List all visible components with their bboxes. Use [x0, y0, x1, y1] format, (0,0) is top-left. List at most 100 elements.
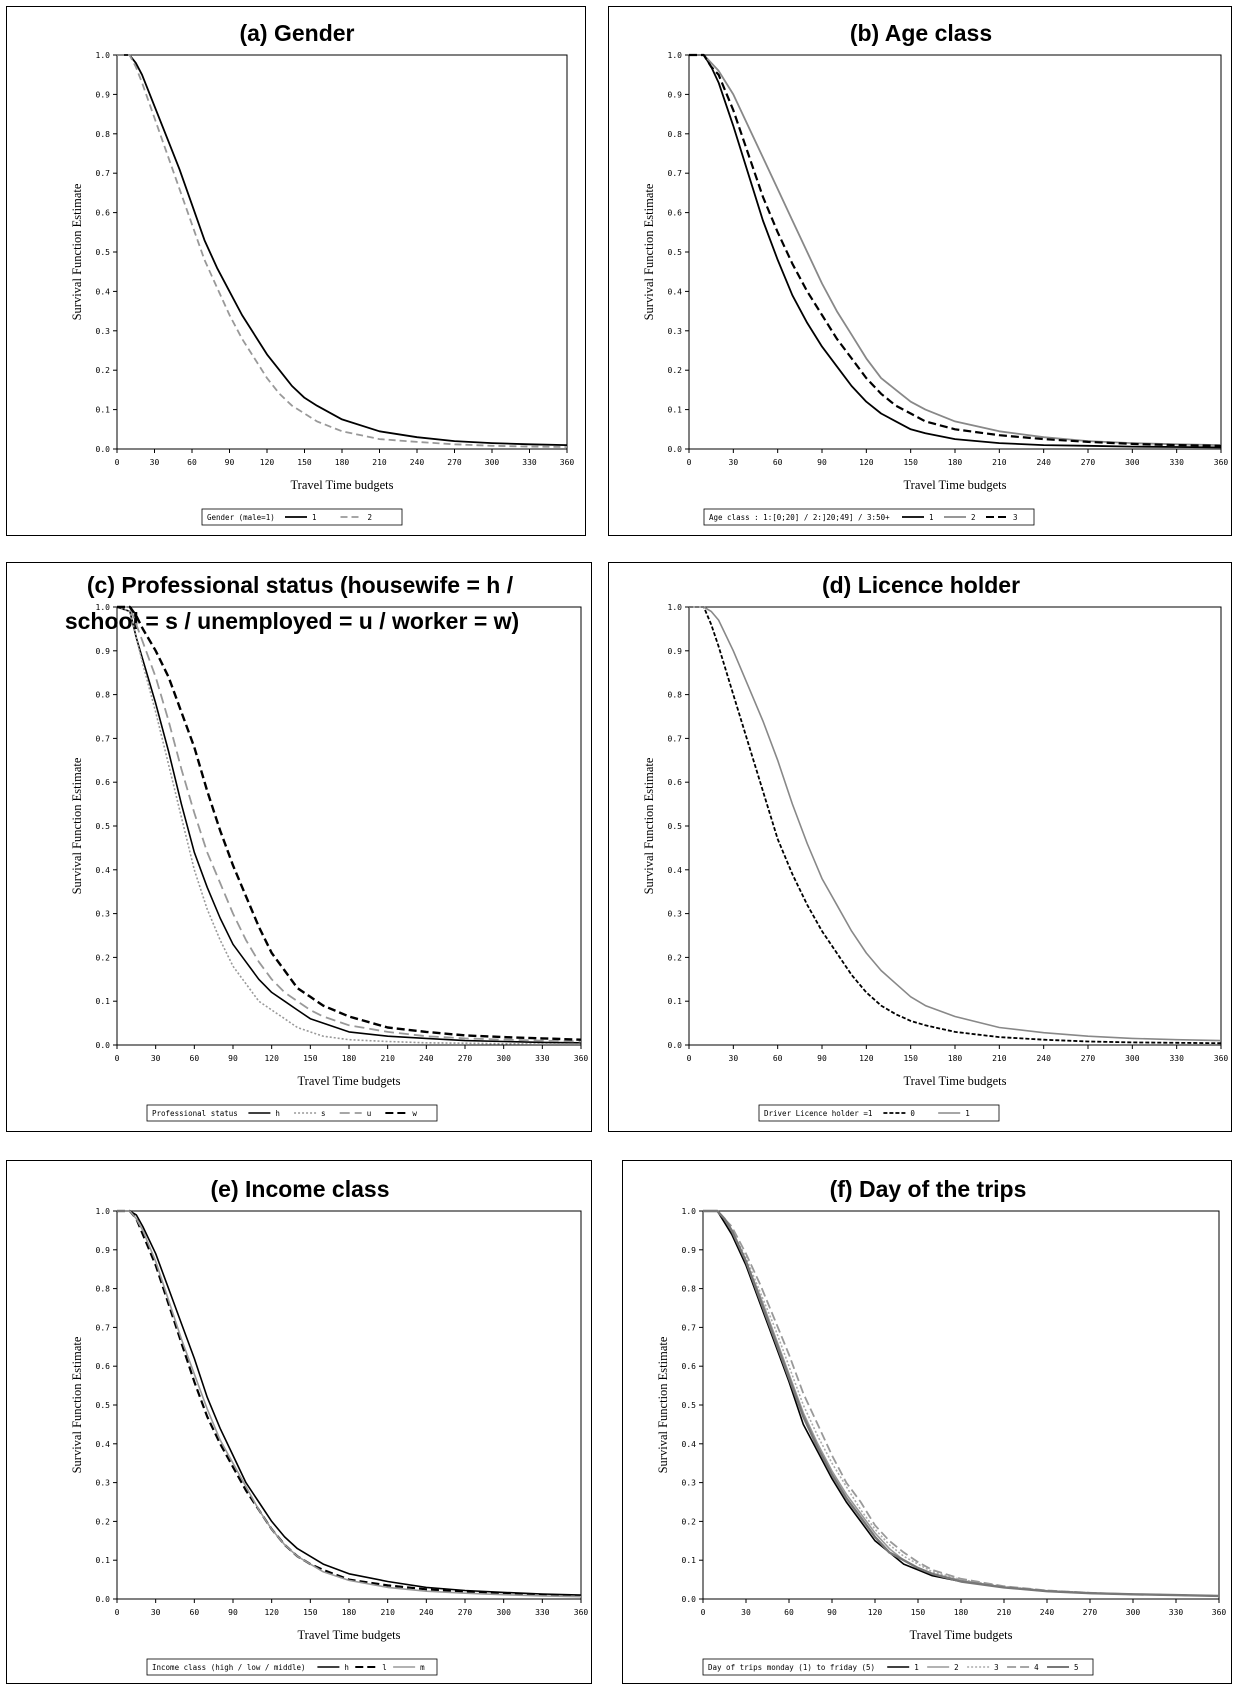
y-tick-label: 0.2 — [96, 953, 111, 962]
y-tick-label: 0.6 — [96, 778, 111, 787]
chart-title: (f) Day of the trips — [830, 1176, 1027, 1202]
x-tick-label: 120 — [264, 1608, 279, 1617]
chart-svg: (d) Licence holder 0 30 60 90 120 150 180 210 240… — [642, 572, 1228, 1122]
series-line-1 — [117, 54, 568, 446]
chart-svg: (c) Professional status (housewife = h /… — [65, 572, 588, 1122]
y-tick-label: 0.9 — [96, 1246, 111, 1255]
y-tick-label: 0.8 — [682, 1285, 697, 1294]
chart-svg: (f) Day of the trips 0 30 60 90 120 150 180 210 2… — [656, 1176, 1227, 1676]
legend-label-2: 2 — [954, 1663, 959, 1672]
series-line-w — [117, 605, 582, 1041]
plot-frame — [688, 54, 1222, 450]
x-tick-label: 90 — [228, 1608, 238, 1617]
panel-day-of-trips: (f) Day of the trips 0 30 60 90 120 150 180 210 2… — [622, 1160, 1232, 1684]
y-tick-label: 0.4 — [668, 287, 683, 296]
y-tick-label: 0.3 — [668, 327, 683, 336]
series-line-4 — [703, 1210, 1220, 1597]
series-line-0 — [689, 606, 1222, 1045]
x-tick-label: 360 — [1212, 1608, 1227, 1617]
x-tick-label: 90 — [817, 458, 827, 467]
x-tick-label: 30 — [741, 1608, 751, 1617]
plot-frame — [688, 606, 1222, 1046]
y-tick-label: 0.9 — [682, 1246, 697, 1255]
x-tick-label: 60 — [187, 458, 197, 467]
x-tick-label: 60 — [773, 458, 783, 467]
legend-label-1: 1 — [312, 513, 317, 522]
y-tick-label: 0.0 — [96, 445, 111, 454]
x-tick-label: 0 — [701, 1608, 706, 1617]
legend-label-1: 1 — [965, 1109, 970, 1118]
y-tick-label: 1.0 — [668, 51, 683, 60]
panel-age-class: (b) Age class 0 30 60 90 120 150 180 210 240 270 30… — [608, 6, 1232, 536]
legend-title: Professional status — [152, 1109, 238, 1118]
legend-label-2: 2 — [971, 513, 976, 522]
y-tick-label: 0.2 — [682, 1517, 697, 1526]
chart-svg: (a) Gender 0 30 60 90 120 150 180 210 240 270 300 33… — [70, 20, 575, 526]
x-tick-label: 0 — [115, 1054, 120, 1063]
y-tick-label: 0.5 — [668, 822, 683, 831]
x-axis-label: Travel Time budgets — [297, 1628, 400, 1642]
x-tick-label: 240 — [1036, 458, 1051, 467]
x-tick-label: 300 — [1126, 1608, 1141, 1617]
y-axis-label: Survival Function Estimate — [656, 1336, 670, 1473]
legend-box — [146, 1658, 438, 1676]
chart-title: (d) Licence holder — [822, 572, 1020, 598]
y-tick-label: 0.7 — [96, 169, 111, 178]
x-tick-label: 210 — [992, 458, 1007, 467]
legend-title: Age class : 1:[0;20] / 2:]20;49] / 3:50+ — [709, 513, 890, 522]
x-tick-label: 60 — [784, 1608, 794, 1617]
plot-frame — [116, 54, 568, 450]
y-tick-label: 0.4 — [96, 866, 111, 875]
x-axis-label: Travel Time budgets — [297, 1074, 400, 1088]
y-tick-label: 1.0 — [668, 603, 683, 612]
legend-title: Driver Licence holder =1 — [764, 1109, 872, 1118]
y-tick-label: 0.1 — [96, 406, 111, 415]
y-tick-label: 0.6 — [682, 1362, 697, 1371]
x-tick-label: 150 — [903, 1054, 918, 1063]
y-tick-label: 0.6 — [96, 1362, 111, 1371]
series-line-1 — [689, 606, 1222, 1042]
y-tick-label: 0.8 — [668, 130, 683, 139]
y-tick-label: 0.6 — [668, 778, 683, 787]
x-tick-label: 30 — [729, 1054, 739, 1063]
x-tick-label: 180 — [948, 458, 963, 467]
y-tick-label: 1.0 — [96, 51, 111, 60]
legend-label-s: s — [321, 1109, 326, 1118]
x-tick-label: 300 — [496, 1608, 511, 1617]
x-tick-label: 270 — [458, 1608, 473, 1617]
series-line-l — [117, 1209, 582, 1597]
series-line-5 — [703, 1209, 1220, 1598]
panel-licence-holder: (d) Licence holder 0 30 60 90 120 150 180 210 240… — [608, 562, 1232, 1132]
x-tick-label: 270 — [1083, 1608, 1098, 1617]
x-tick-label: 360 — [560, 458, 575, 467]
legend-title: Income class (high / low / middle) — [152, 1663, 306, 1672]
y-tick-label: 0.8 — [96, 691, 111, 700]
legend-label-u: u — [367, 1109, 372, 1118]
y-tick-label: 0.9 — [96, 647, 111, 656]
x-tick-label: 240 — [1036, 1054, 1051, 1063]
x-tick-label: 300 — [1125, 1054, 1140, 1063]
x-tick-label: 120 — [260, 458, 275, 467]
series-line-u — [117, 606, 582, 1043]
series-line-2 — [117, 54, 568, 448]
chart-title: (a) Gender — [239, 20, 354, 46]
x-tick-label: 330 — [1169, 458, 1184, 467]
legend-label-0: 0 — [910, 1109, 915, 1118]
y-tick-label: 0.7 — [668, 169, 683, 178]
y-tick-label: 1.0 — [96, 1207, 111, 1216]
series-line-1 — [703, 1210, 1220, 1597]
x-tick-label: 270 — [458, 1054, 473, 1063]
y-tick-label: 0.8 — [668, 691, 683, 700]
y-tick-label: 0.7 — [96, 1323, 111, 1332]
y-tick-label: 0.6 — [668, 209, 683, 218]
x-tick-label: 210 — [992, 1054, 1007, 1063]
x-tick-label: 270 — [1081, 458, 1096, 467]
panel-income-class: (e) Income class 0 30 60 90 120 150 180 210 240 27… — [6, 1160, 592, 1684]
x-tick-label: 360 — [1214, 458, 1229, 467]
y-tick-label: 0.1 — [668, 406, 683, 415]
legend-label-l: l — [382, 1663, 387, 1672]
x-tick-label: 90 — [817, 1054, 827, 1063]
series-line-2 — [689, 54, 1222, 446]
y-axis-label: Survival Function Estimate — [70, 757, 84, 894]
